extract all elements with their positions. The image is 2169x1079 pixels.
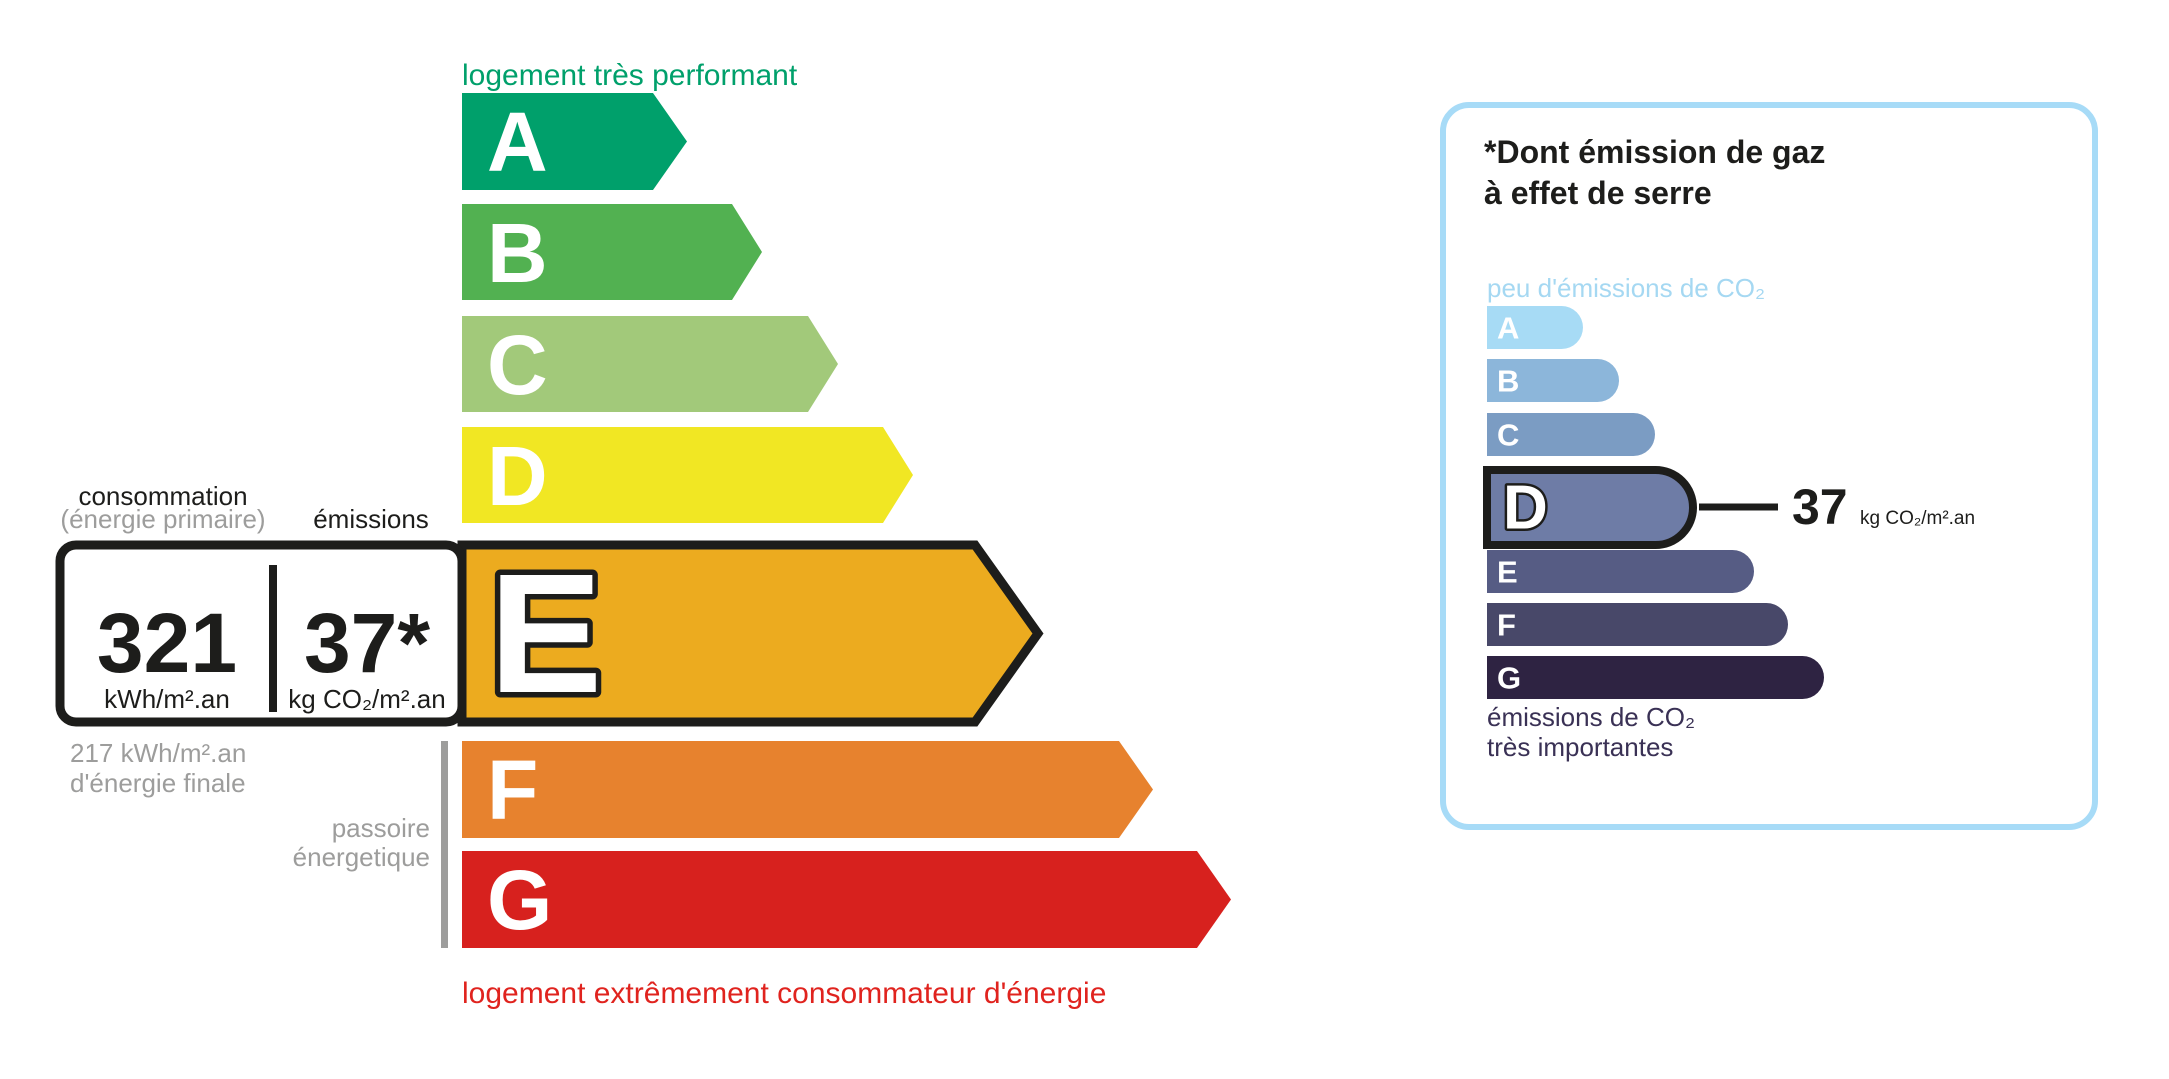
co2-bar-e <box>1487 550 1754 593</box>
co2-caption-high-line1: émissions de CO₂ <box>1487 702 1695 732</box>
energy-bar-e-letter: E <box>489 539 602 729</box>
co2-panel: *Dont émission de gaz à effet de serre p… <box>1440 102 2098 830</box>
energy-scale-chart: logement très performant A B C D E F G l… <box>55 59 1231 1010</box>
consumption-unit: kWh/m².an <box>104 684 230 714</box>
energy-bar-d <box>462 427 913 523</box>
energy-bar-b <box>462 204 762 300</box>
co2-bar-d-letter: D <box>1503 474 1548 543</box>
final-energy-note-line2: d'énergie finale <box>70 768 246 798</box>
value-box: consommation (énergie primaire) émission… <box>55 481 467 727</box>
co2-bar-b <box>1487 359 1619 402</box>
energy-bar-f <box>462 741 1153 838</box>
co2-caption-low: peu d'émissions de CO₂ <box>1487 273 1765 303</box>
energy-bar-a-letter: A <box>487 95 548 189</box>
final-energy-note-line1: 217 kWh/m².an <box>70 738 246 768</box>
energy-bar-g-letter: G <box>487 853 552 947</box>
energy-bar-c-letter: C <box>487 318 548 412</box>
energy-bar-g <box>462 851 1231 948</box>
co2-bar-c-letter: C <box>1497 418 1519 453</box>
co2-callout-value: 37 <box>1792 479 1848 535</box>
co2-bar-a <box>1487 306 1583 349</box>
co2-bar-d-highlighted <box>1483 466 1697 549</box>
caption-extreme-consumer: logement extrêmement consommateur d'éner… <box>462 977 1106 1010</box>
energy-bar-a <box>462 93 687 190</box>
consumption-value: 321 <box>97 596 237 690</box>
co2-bar-f <box>1487 603 1788 646</box>
co2-panel-frame <box>1440 102 2098 830</box>
emissions-unit: kg CO₂/m².an <box>288 684 445 714</box>
sieve-bracket-bar <box>441 741 448 948</box>
energy-bar-d-letter: D <box>487 429 548 523</box>
co2-title-line2: à effet de serre <box>1484 175 1712 211</box>
energy-bar-f-letter: F <box>487 743 538 837</box>
sieve-note-line2: énergetique <box>293 842 430 872</box>
co2-bar-g-letter: G <box>1497 661 1521 696</box>
value-box-frame <box>55 540 467 727</box>
co2-callout-unit: kg CO₂/m².an <box>1860 508 1975 529</box>
co2-bar-f-letter: F <box>1497 608 1516 643</box>
energy-bar-b-letter: B <box>487 206 548 300</box>
sieve-note-line1: passoire <box>332 813 430 843</box>
consumption-sublabel: (énergie primaire) <box>60 504 265 534</box>
co2-bar-g <box>1487 656 1824 699</box>
co2-bar-c <box>1487 413 1655 456</box>
emissions-label: émissions <box>313 504 429 534</box>
energy-bar-c <box>462 316 838 412</box>
co2-bar-a-letter: A <box>1497 311 1519 346</box>
emissions-value: 37* <box>304 596 430 690</box>
co2-title-line1: *Dont émission de gaz <box>1484 134 1825 170</box>
co2-bar-b-letter: B <box>1497 364 1519 399</box>
co2-bar-e-letter: E <box>1497 555 1518 590</box>
caption-very-efficient: logement très performant <box>462 59 798 92</box>
consumption-label: consommation <box>78 481 247 511</box>
co2-caption-high-line2: très importantes <box>1487 732 1673 762</box>
